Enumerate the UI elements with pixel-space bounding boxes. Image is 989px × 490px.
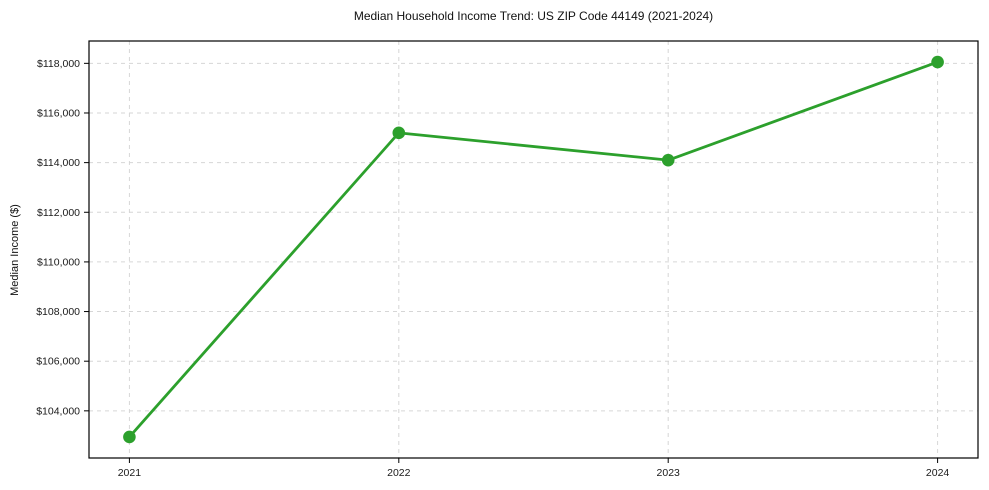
y-tick-label: $108,000 [36,306,80,318]
y-tick-label: $112,000 [37,207,80,219]
data-point-marker [931,55,944,69]
data-line [128,60,939,439]
chart-title: Median Household Income Trend: US ZIP Co… [353,9,714,23]
data-point-marker [661,153,675,167]
data-point-marker [123,430,136,444]
y-tick-label: $114,000 [37,157,80,169]
x-tick-label: 2021 [118,467,142,479]
y-tick-label: $110,000 [37,256,80,268]
y-tick-label: $118,000 [37,58,80,70]
x-tick-label: 2023 [657,467,681,479]
x-tick-label: 2022 [387,467,411,479]
y-tick-label: $116,000 [37,107,80,119]
plot-border [88,40,979,459]
y-tick-label: $104,000 [36,405,80,417]
data-point-marker [392,126,406,140]
y-tick-label: $106,000 [36,356,80,368]
x-tick-label: 2024 [926,467,950,479]
